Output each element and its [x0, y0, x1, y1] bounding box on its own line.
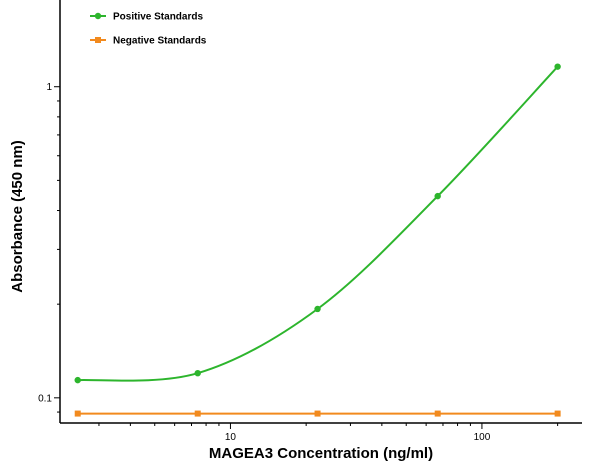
series-positive-standards — [74, 63, 561, 384]
series-curve — [77, 66, 559, 382]
y-axis-title: Absorbance (450 nm) — [9, 140, 26, 293]
data-point — [434, 192, 441, 200]
series-negative-standards — [74, 410, 561, 417]
legend-entry: Negative Standards — [90, 36, 207, 47]
series-layer — [74, 63, 561, 417]
data-point — [554, 410, 561, 417]
y-tick-label: 0.1 — [38, 393, 52, 404]
data-point — [74, 376, 81, 384]
data-point — [554, 63, 561, 70]
legend: Positive Standards Negative Standards — [90, 12, 207, 47]
data-point — [314, 305, 321, 313]
x-axis-title: MAGEA3 Concentration (ng/ml) — [209, 445, 433, 462]
data-point — [434, 410, 441, 417]
legend-label: Negative Standards — [113, 36, 207, 47]
axes: 10 100 0.1 1 — [38, 0, 582, 443]
x-tick-label: 10 — [225, 432, 237, 443]
legend-label: Positive Standards — [113, 12, 203, 23]
legend-marker — [94, 12, 102, 20]
y-tick-label: 1 — [46, 82, 52, 93]
data-point — [74, 410, 81, 417]
data-point — [194, 369, 201, 377]
data-point — [194, 410, 201, 417]
legend-marker — [95, 37, 101, 43]
data-point — [314, 410, 321, 417]
x-tick-label: 100 — [474, 432, 491, 443]
legend-entry: Positive Standards — [90, 12, 203, 23]
